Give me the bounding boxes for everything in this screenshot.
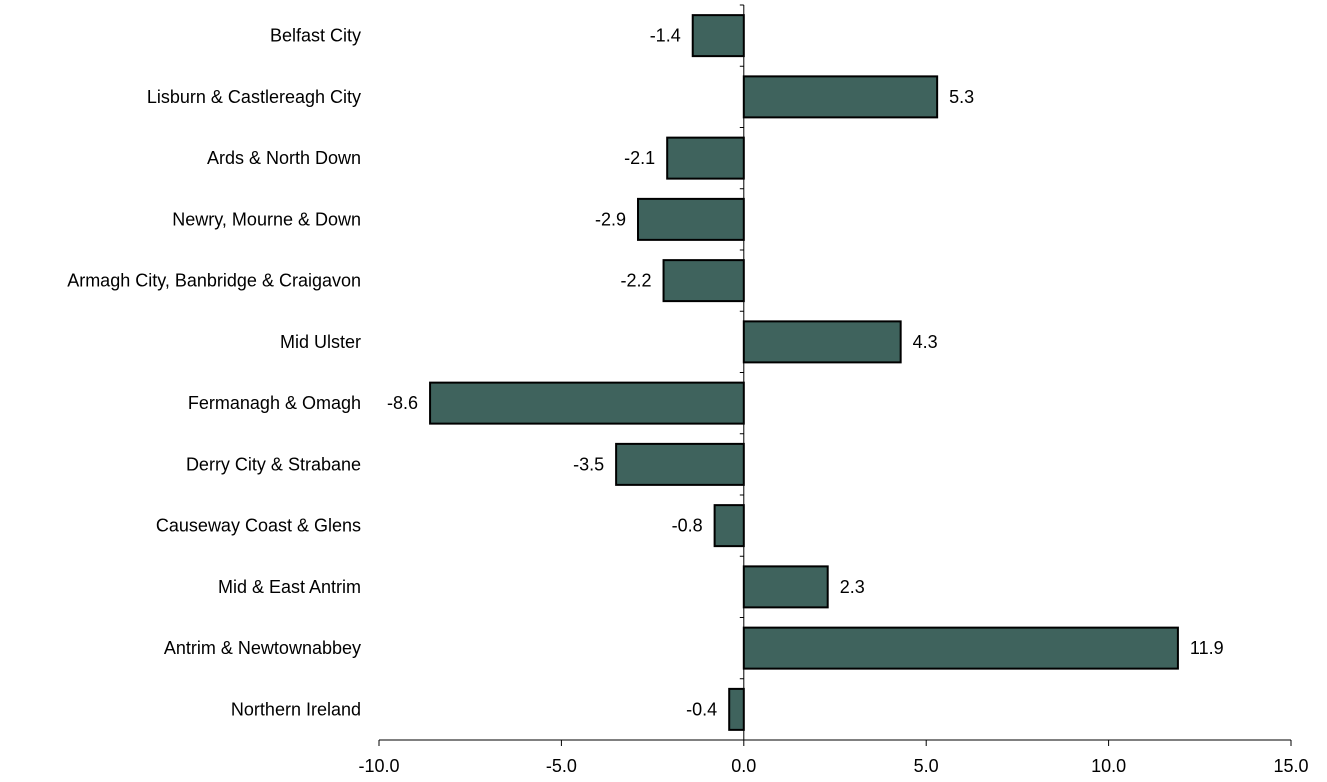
data-label: -0.8 — [672, 516, 703, 536]
x-tick-label: 10.0 — [1091, 756, 1126, 776]
data-label: -2.9 — [595, 209, 626, 229]
category-label: Armagh City, Banbridge & Craigavon — [67, 271, 361, 291]
axes-layer — [378, 4, 1292, 746]
category-label: Antrim & Newtownabbey — [164, 638, 361, 658]
category-label: Mid Ulster — [280, 332, 361, 352]
data-label: 11.9 — [1190, 638, 1224, 658]
category-label: Belfast City — [270, 26, 361, 46]
data-label: -2.1 — [624, 148, 655, 168]
bar — [429, 381, 745, 425]
x-tick-label: 0.0 — [731, 756, 756, 776]
bar — [742, 320, 902, 364]
bar — [728, 687, 745, 731]
data-label: -8.6 — [387, 393, 418, 413]
data-label: -3.5 — [573, 454, 604, 474]
bar — [662, 259, 745, 303]
category-label: Mid & East Antrim — [218, 577, 361, 597]
bar — [637, 197, 745, 241]
bar — [713, 504, 745, 548]
x-tick-label: 5.0 — [914, 756, 939, 776]
x-tick-label: -10.0 — [358, 756, 399, 776]
bar — [742, 565, 829, 609]
data-label: -1.4 — [650, 26, 681, 46]
data-label: 2.3 — [840, 577, 865, 597]
category-label: Lisburn & Castlereagh City — [147, 87, 361, 107]
bar — [742, 626, 1179, 670]
bars-layer — [429, 14, 1179, 731]
category-label: Causeway Coast & Glens — [156, 516, 361, 536]
x-tick-label: 15.0 — [1273, 756, 1308, 776]
category-label: Derry City & Strabane — [186, 454, 361, 474]
category-label: Ards & North Down — [207, 148, 361, 168]
category-label: Fermanagh & Omagh — [188, 393, 361, 413]
bar — [742, 75, 939, 119]
data-label: 4.3 — [913, 332, 938, 352]
category-label: Northern Ireland — [231, 699, 361, 719]
x-tick-label: -5.0 — [546, 756, 577, 776]
data-label: -2.2 — [621, 271, 652, 291]
bar — [666, 136, 745, 180]
data-label: 5.3 — [949, 87, 974, 107]
category-label: Newry, Mourne & Down — [172, 209, 361, 229]
bar — [615, 442, 745, 486]
data-label: -0.4 — [686, 699, 717, 719]
labels-layer: Belfast City -1.4 Lisburn & Castlereagh Ci… — [67, 26, 1308, 776]
bar — [691, 14, 745, 58]
